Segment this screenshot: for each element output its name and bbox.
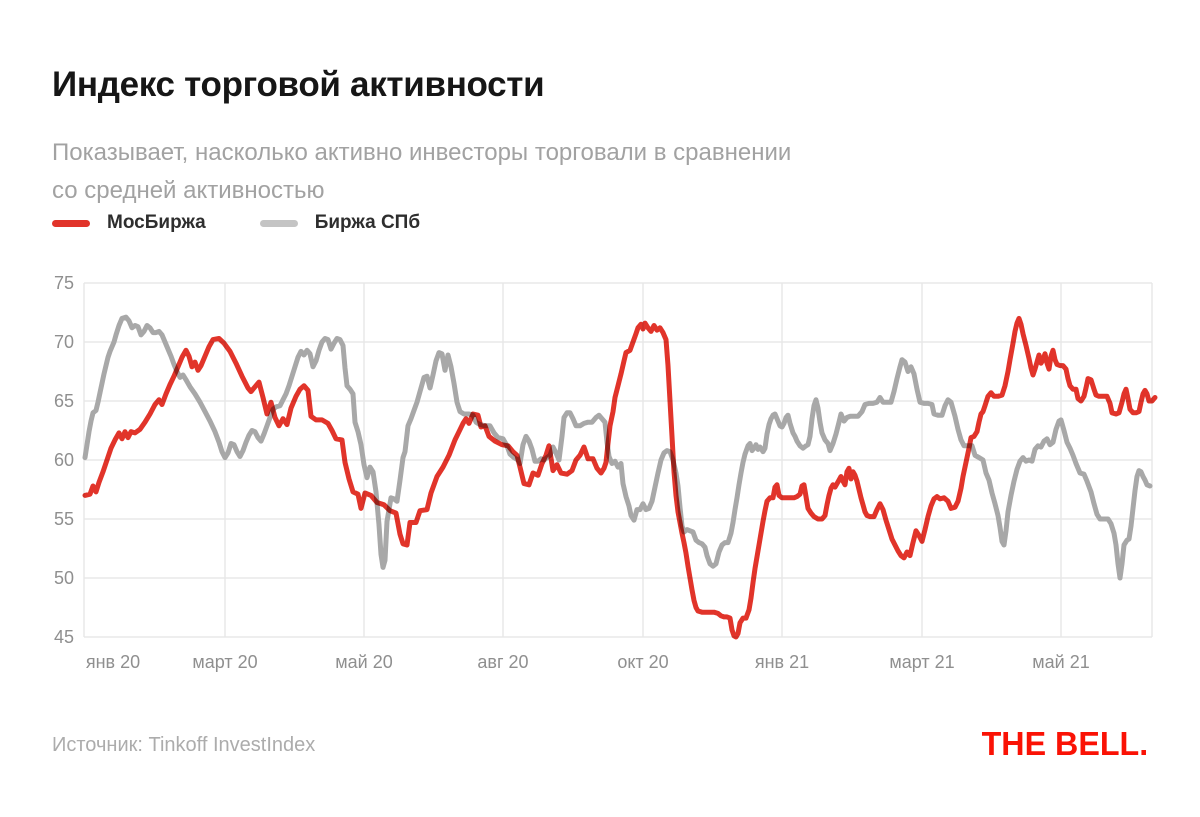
- source-caption: Источник: Tinkoff InvestIndex: [52, 734, 316, 756]
- chart-gridlines: [83, 282, 1153, 638]
- chart-y-axis-labels: 75 70 65 60 55 50 45: [54, 273, 74, 647]
- svg-text:янв 21: янв 21: [755, 652, 809, 672]
- page-title: Индекс торговой активности: [52, 65, 545, 105]
- chart-x-axis-labels: янв 20 март 20 май 20 авг 20 окт 20 янв 21 мар…: [86, 652, 1090, 672]
- svg-text:70: 70: [54, 332, 74, 352]
- legend-item-spb: Биржа СПб: [259, 212, 421, 234]
- legend-label-mosbirzha: МосБиржа: [107, 212, 206, 233]
- svg-text:50: 50: [54, 568, 74, 588]
- svg-text:75: 75: [54, 273, 74, 293]
- legend-item-mosbirzha: МосБиржа: [52, 212, 206, 234]
- svg-text:60: 60: [54, 450, 74, 470]
- svg-text:май 20: май 20: [335, 652, 392, 672]
- legend-swatch-mosbirzha-icon: [52, 219, 90, 227]
- legend-label-spb: Биржа СПб: [314, 212, 421, 233]
- svg-text:45: 45: [54, 627, 74, 647]
- chart-legend: МосБиржа Биржа СПб: [52, 212, 420, 234]
- legend-swatch-spb-icon: [259, 219, 298, 227]
- svg-text:авг 20: авг 20: [477, 652, 528, 672]
- svg-text:март 21: март 21: [889, 652, 954, 672]
- svg-text:65: 65: [54, 391, 74, 411]
- series-line-МосБиржа: [82, 315, 1158, 640]
- svg-text:окт 20: окт 20: [617, 652, 668, 672]
- series-line-Биржа СПб: [82, 314, 1153, 581]
- chart-subtitle-line2: со средней активностью: [52, 177, 325, 204]
- the-bell-logo: THE BELL.: [981, 724, 1148, 763]
- chart-subtitle-line1: Показывает, насколько активно инвесторы …: [52, 139, 792, 166]
- svg-text:янв 20: янв 20: [86, 652, 140, 672]
- chart-subtitle: Показывает, насколько активно инвесторы …: [52, 134, 791, 210]
- trading-activity-line-chart: 75 70 65 60 55 50 45 янв 20 март 20 май 20 авг 20…: [54, 273, 1158, 672]
- svg-text:май 21: май 21: [1032, 652, 1089, 672]
- svg-text:55: 55: [54, 509, 74, 529]
- svg-text:март 20: март 20: [192, 652, 257, 672]
- chart-series-lines: [82, 314, 1158, 640]
